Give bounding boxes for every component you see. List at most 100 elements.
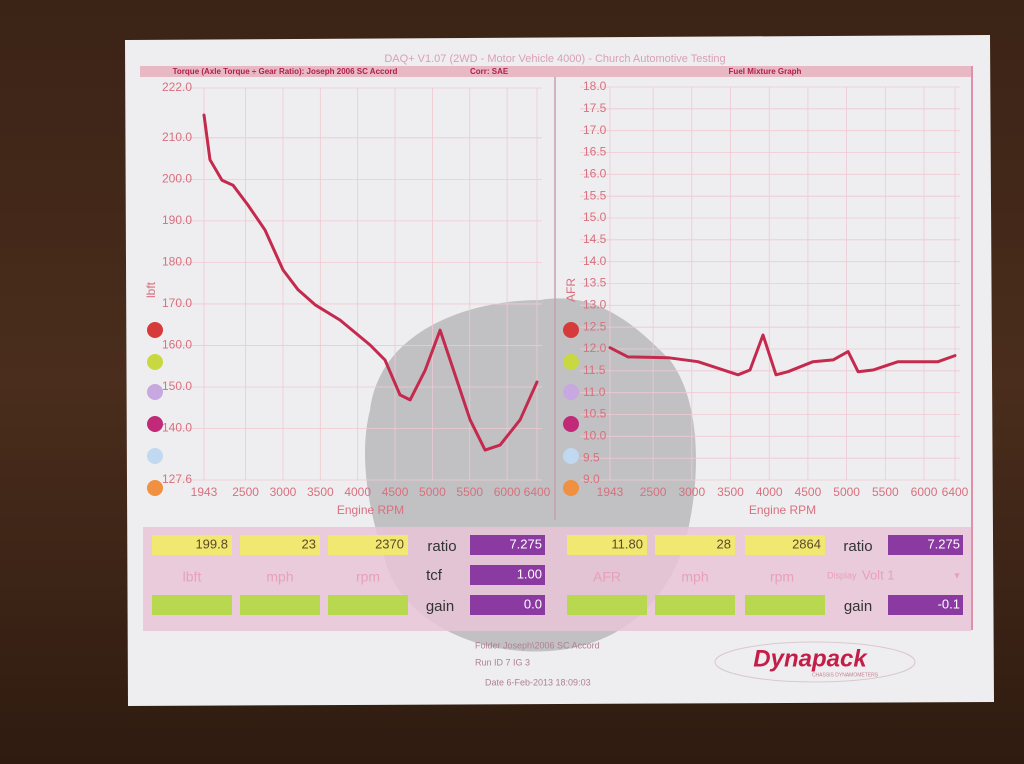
logo: Dynapack <box>753 645 868 672</box>
readout-panel: 199.8 23 2370 ratio 7.275 lbft mph rpm t… <box>143 527 971 631</box>
readout: 199.8 <box>195 536 228 551</box>
footer-folder: Folder Joseph\2006 SC Accord <box>475 640 600 650</box>
box <box>567 595 647 615</box>
x-tick-label: 6000 <box>911 485 938 499</box>
unit: mph <box>266 569 293 585</box>
y-tick-label: 200.0 <box>162 172 192 186</box>
box <box>328 595 408 615</box>
y-axis-label: AFR <box>564 278 578 302</box>
label: tcf <box>426 567 443 584</box>
x-tick-label: 6000 <box>494 485 521 499</box>
dot <box>147 384 163 400</box>
y-tick-label: 12.0 <box>583 341 607 355</box>
x-tick-label: 4500 <box>382 485 409 499</box>
readout: 0.0 <box>524 596 542 611</box>
y-tick-label: 12.5 <box>583 319 607 333</box>
unit: AFR <box>593 569 621 585</box>
charts: 222.0 210.0 200.0 190.0 180.0 170.0 160.0 150.0… <box>144 79 968 517</box>
x-tick-label: 4000 <box>756 485 783 499</box>
y-tick-label: 14.5 <box>583 232 607 246</box>
y-tick-label: 9.0 <box>583 472 600 486</box>
box <box>888 595 963 615</box>
dot <box>147 416 163 432</box>
label: Display <box>827 570 857 580</box>
y-tick-label: 160.0 <box>162 338 192 352</box>
label: ratio <box>843 538 872 555</box>
readout: 2370 <box>375 536 404 551</box>
y-tick-label: 190.0 <box>162 213 192 227</box>
readout: 1.00 <box>517 566 542 581</box>
box <box>888 535 963 555</box>
logo-tagline: CHASSIS DYNAMOMETERS <box>812 672 879 678</box>
box <box>152 535 232 555</box>
readout: 11.80 <box>611 536 643 551</box>
y-tick-label: 140.0 <box>162 421 192 435</box>
y-tick-label: 222.0 <box>162 80 192 94</box>
chart-subtitle: Corr: SAE <box>470 67 509 76</box>
unit: rpm <box>770 569 794 585</box>
x-tick-label: 2500 <box>232 485 259 499</box>
dot <box>563 322 579 338</box>
box <box>567 535 647 555</box>
dot <box>563 354 579 370</box>
y-tick-label: 10.5 <box>583 407 607 421</box>
dot <box>147 354 163 370</box>
x-tick-label: 1943 <box>191 485 218 499</box>
x-tick-label: 3000 <box>678 485 705 499</box>
y-tick-label: 10.0 <box>583 429 607 443</box>
y-tick-label: 170.0 <box>162 296 192 310</box>
label: gain <box>844 598 872 615</box>
dot <box>147 480 163 496</box>
box <box>655 535 735 555</box>
logo-swoosh <box>714 641 916 683</box>
y-tick-label: 150.0 <box>162 379 192 393</box>
readout: 7.275 <box>927 536 960 551</box>
box <box>328 535 408 555</box>
legend-dots <box>147 322 579 496</box>
unit: mph <box>681 569 708 585</box>
dot <box>563 384 579 400</box>
readout: 7.275 <box>509 536 542 551</box>
label: gain <box>426 598 454 615</box>
x-tick-label: 4500 <box>795 485 822 499</box>
y-tick-label: 16.0 <box>583 167 607 181</box>
y-tick-label: 210.0 <box>162 130 192 144</box>
dropdown-arrow: ▼ <box>953 570 962 580</box>
y-tick-label: 9.5 <box>583 450 600 464</box>
x-tick-label: 5000 <box>419 485 446 499</box>
y-tick-label: 14.0 <box>583 254 607 268</box>
x-tick-label: 5500 <box>456 485 483 499</box>
box <box>745 535 825 555</box>
box <box>745 595 825 615</box>
dot <box>147 448 163 464</box>
footer-run: Run ID 7 IG 3 <box>475 657 530 667</box>
box <box>470 535 545 555</box>
y-axis-label: lbft <box>144 281 158 298</box>
x-tick-label: 5000 <box>833 485 860 499</box>
x-tick-label: 5500 <box>872 485 899 499</box>
x-tick-label: 4000 <box>344 485 371 499</box>
y-tick-label: 17.5 <box>583 101 607 115</box>
chart-title: Fuel Mixture Graph <box>729 67 802 76</box>
line-series <box>608 333 957 377</box>
box <box>240 595 320 615</box>
dropdown: Volt 1 <box>862 567 895 582</box>
readout: 2864 <box>792 536 821 551</box>
box <box>655 595 735 615</box>
header-title: DAQ+ V1.07 (2WD - Motor Vehicle 4000) - … <box>384 53 725 65</box>
y-tick-label: 15.0 <box>583 210 607 224</box>
unit: lbft <box>183 569 202 585</box>
y-tick-label: 16.5 <box>583 145 607 159</box>
x-axis-label: Engine RPM <box>337 503 404 517</box>
readout: 23 <box>302 536 316 551</box>
dot <box>563 480 579 496</box>
y-tick-label: 11.0 <box>583 385 606 399</box>
y-tick-label: 11.5 <box>583 363 606 377</box>
footer-date: Date 6-Feb-2013 18:09:03 <box>485 677 591 687</box>
x-tick-label: 6400 <box>524 485 551 499</box>
line-series <box>202 113 539 452</box>
box <box>470 595 545 615</box>
readout: 28 <box>717 536 731 551</box>
header-band <box>140 66 972 77</box>
